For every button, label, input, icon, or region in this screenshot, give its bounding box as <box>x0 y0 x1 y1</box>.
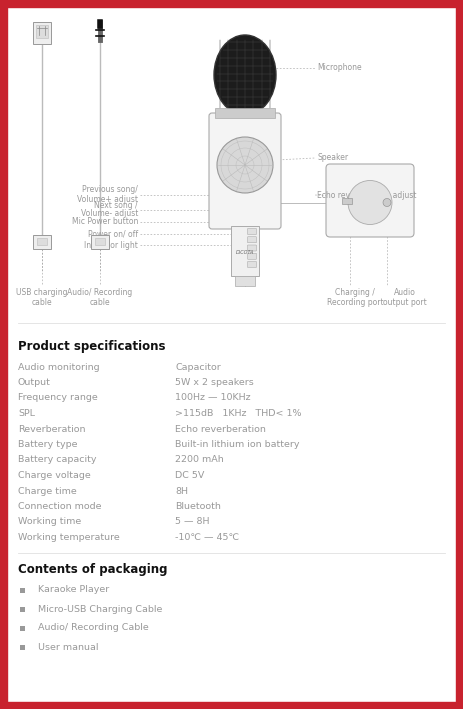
Text: 2200 mAh: 2200 mAh <box>175 455 224 464</box>
Ellipse shape <box>214 35 276 115</box>
Text: Charge voltage: Charge voltage <box>18 471 91 480</box>
FancyBboxPatch shape <box>248 228 257 235</box>
Text: 100Hz — 10KHz: 100Hz — 10KHz <box>175 393 250 403</box>
Text: DICOTA: DICOTA <box>236 250 254 255</box>
Text: Microphone: Microphone <box>317 64 362 72</box>
Text: Mic Power button: Mic Power button <box>72 218 138 226</box>
Text: Power on/ off: Power on/ off <box>88 230 138 238</box>
Text: 5 — 8H: 5 — 8H <box>175 518 209 527</box>
Text: Echo reverberation: Echo reverberation <box>175 425 266 433</box>
Text: Charge time: Charge time <box>18 486 77 496</box>
Bar <box>456 0 463 709</box>
Bar <box>91 235 109 249</box>
Bar <box>19 625 25 630</box>
Text: Previous song/: Previous song/ <box>82 186 138 194</box>
FancyBboxPatch shape <box>248 245 257 251</box>
Bar <box>0 0 463 7</box>
Bar <box>19 606 25 611</box>
Text: Indicator light: Indicator light <box>84 240 138 250</box>
Text: Product specifications: Product specifications <box>18 340 165 353</box>
Text: Bluetooth: Bluetooth <box>175 502 221 511</box>
FancyBboxPatch shape <box>248 253 257 259</box>
Bar <box>33 235 51 249</box>
Text: Echo reverberation adjust: Echo reverberation adjust <box>317 191 417 199</box>
FancyBboxPatch shape <box>326 164 414 237</box>
Text: >115dB   1KHz   THD< 1%: >115dB 1KHz THD< 1% <box>175 409 301 418</box>
Text: Frequency range: Frequency range <box>18 393 98 403</box>
Text: Audio
output port: Audio output port <box>383 288 427 308</box>
Text: Karaoke Player: Karaoke Player <box>38 586 109 595</box>
Text: Volume+ adjust: Volume+ adjust <box>77 194 138 203</box>
Text: Micro-USB Charging Cable: Micro-USB Charging Cable <box>38 605 163 613</box>
Text: Battery capacity: Battery capacity <box>18 455 96 464</box>
Circle shape <box>348 181 392 225</box>
Circle shape <box>217 137 273 193</box>
Bar <box>215 108 275 118</box>
Bar <box>0 0 7 709</box>
Text: -10℃ — 45℃: -10℃ — 45℃ <box>175 533 239 542</box>
FancyBboxPatch shape <box>248 237 257 242</box>
FancyBboxPatch shape <box>248 262 257 267</box>
Text: Audio/ Recording Cable: Audio/ Recording Cable <box>38 623 149 632</box>
Text: Audio monitoring: Audio monitoring <box>18 362 100 372</box>
Text: Contents of packaging: Contents of packaging <box>18 563 168 576</box>
Bar <box>33 22 51 44</box>
Text: Charging /
Recording port: Charging / Recording port <box>327 288 383 308</box>
Bar <box>231 226 259 276</box>
Text: USB charging
cable: USB charging cable <box>16 288 68 308</box>
Text: SPL: SPL <box>18 409 35 418</box>
Text: Built-in lithium ion battery: Built-in lithium ion battery <box>175 440 300 449</box>
Circle shape <box>383 199 391 206</box>
Text: Working time: Working time <box>18 518 81 527</box>
Bar <box>36 25 48 38</box>
Text: Working temperature: Working temperature <box>18 533 120 542</box>
Text: Speaker: Speaker <box>317 154 348 162</box>
Bar <box>0 702 463 709</box>
Text: Output: Output <box>18 378 51 387</box>
Text: User manual: User manual <box>38 642 99 652</box>
Bar <box>235 276 255 286</box>
Bar <box>37 238 47 245</box>
Bar <box>95 238 105 245</box>
Bar <box>342 198 352 203</box>
Bar <box>19 588 25 593</box>
Text: Next song /: Next song / <box>94 201 138 209</box>
FancyBboxPatch shape <box>209 113 281 229</box>
Text: Battery type: Battery type <box>18 440 77 449</box>
Text: DC 5V: DC 5V <box>175 471 204 480</box>
Text: Volume- adjust: Volume- adjust <box>81 209 138 218</box>
Text: 5W x 2 speakers: 5W x 2 speakers <box>175 378 254 387</box>
Text: 8H: 8H <box>175 486 188 496</box>
Text: Capacitor: Capacitor <box>175 362 221 372</box>
Text: Connection mode: Connection mode <box>18 502 101 511</box>
Text: Audio/ Recording
cable: Audio/ Recording cable <box>68 288 132 308</box>
Bar <box>19 644 25 649</box>
Text: Reverberation: Reverberation <box>18 425 86 433</box>
